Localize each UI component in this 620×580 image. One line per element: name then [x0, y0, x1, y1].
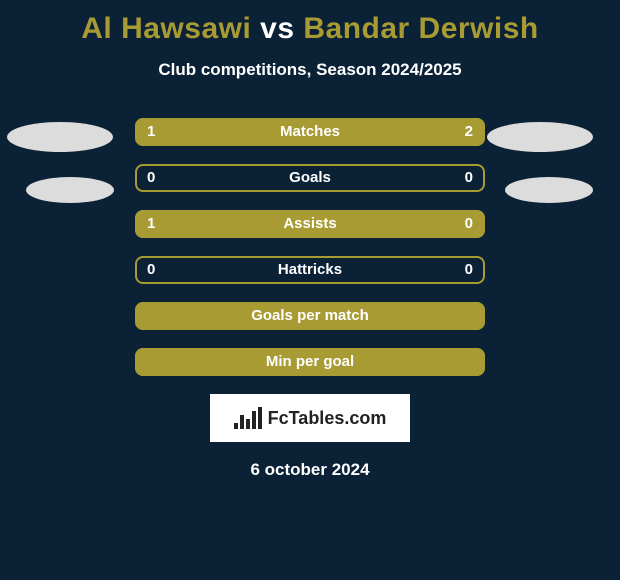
stat-label: Goals: [135, 164, 485, 192]
decoration-ellipse: [505, 177, 593, 203]
stat-row: 12Matches: [135, 118, 485, 146]
stat-label: Min per goal: [135, 348, 485, 376]
date-text: 6 october 2024: [0, 460, 620, 480]
stat-row: 00Hattricks: [135, 256, 485, 284]
decoration-ellipse: [487, 122, 593, 152]
stat-row: Min per goal: [135, 348, 485, 376]
stat-row: 10Assists: [135, 210, 485, 238]
decoration-ellipse: [7, 122, 113, 152]
player2-name: Bandar Derwish: [303, 12, 538, 45]
decoration-ellipse: [26, 177, 114, 203]
stat-rows: 12Matches 00Goals 10Assists 00Hattricks Goal…: [0, 118, 620, 376]
comparison-card: Al Hawsawi vs Bandar Derwish Club compet…: [0, 0, 620, 580]
page-title: Al Hawsawi vs Bandar Derwish: [0, 0, 620, 46]
player1-name: Al Hawsawi: [81, 12, 251, 45]
stat-label: Assists: [135, 210, 485, 238]
stat-label: Hattricks: [135, 256, 485, 284]
vs-text: vs: [260, 12, 294, 45]
logo-bars-icon: [234, 407, 262, 429]
logo-text: FcTables.com: [268, 408, 387, 429]
subtitle: Club competitions, Season 2024/2025: [0, 60, 620, 80]
stat-row: 00Goals: [135, 164, 485, 192]
stat-label: Goals per match: [135, 302, 485, 330]
stat-label: Matches: [135, 118, 485, 146]
logo-box: FcTables.com: [210, 394, 410, 442]
stat-row: Goals per match: [135, 302, 485, 330]
